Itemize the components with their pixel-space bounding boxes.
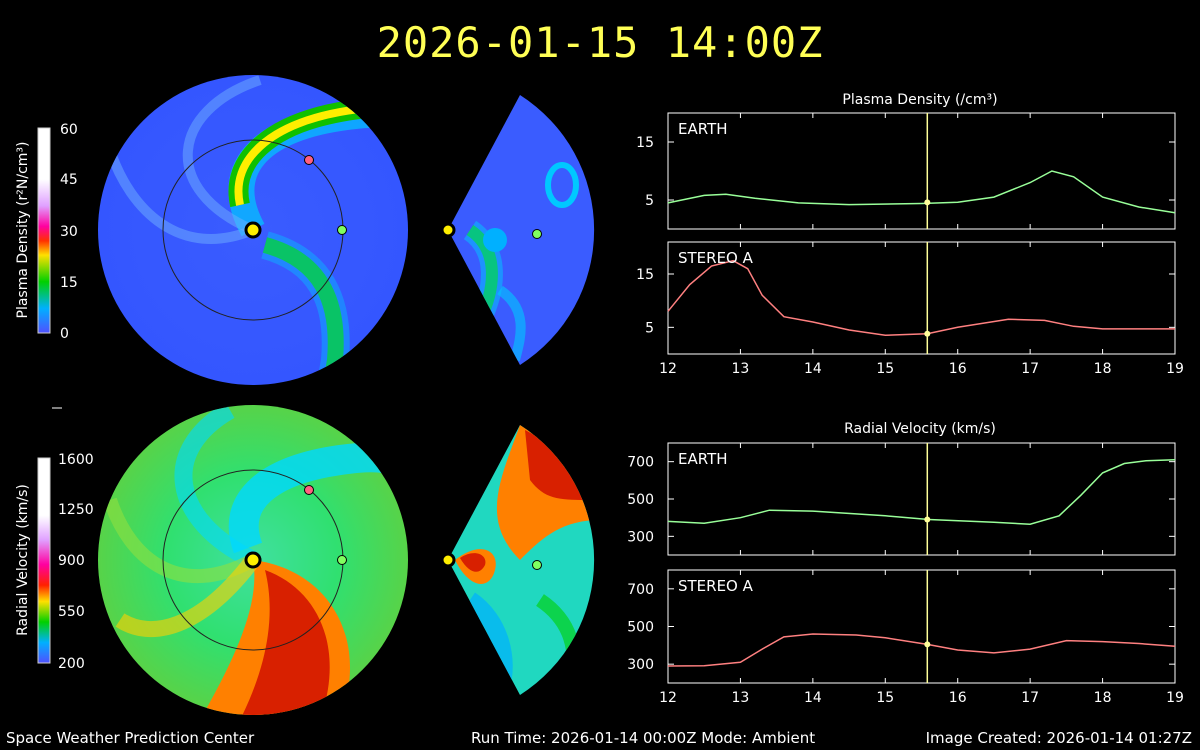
density-ecliptic-map [98, 75, 408, 385]
x-tick-label: 17 [1021, 361, 1039, 377]
footer-org: Space Weather Prediction Center [6, 729, 255, 747]
x-tick-label: 15 [876, 361, 894, 377]
velocity-colorbar: Radial Velocity (km/s) 1600 1250 900 550… [15, 452, 94, 672]
plot-frame [667, 112, 1176, 230]
current-value-point [924, 641, 931, 648]
panel-label: STEREO A [678, 577, 754, 595]
current-value-point [924, 330, 931, 337]
earth-marker [337, 555, 347, 565]
density-colorbar-tick: 0 [60, 326, 69, 342]
series-line [667, 259, 1175, 337]
page-title: 2026-01-15 14:00Z [376, 18, 824, 67]
plot-frame [667, 442, 1176, 556]
sun-icon [440, 222, 456, 238]
x-tick-label: 12 [659, 690, 677, 706]
x-tick-label: 19 [1166, 361, 1184, 377]
velocity-ecliptic-map [98, 405, 408, 715]
x-tick-label: 12 [659, 361, 677, 377]
density-colorbar-tick: 60 [60, 122, 78, 138]
x-tick-label: 14 [804, 361, 822, 377]
velocity-colorbar-tick: 200 [58, 656, 85, 672]
velocity-chart-title: Radial Velocity (km/s) [844, 421, 996, 437]
panel-label: EARTH [678, 450, 728, 468]
x-tick-label: 18 [1094, 690, 1112, 706]
x-tick-label: 14 [804, 690, 822, 706]
current-value-point [924, 516, 931, 523]
velocity-colorbar-tick: 1250 [58, 502, 94, 518]
density-earth-panel: 5 15 EARTH [636, 112, 1176, 230]
x-tick-label: 16 [949, 690, 967, 706]
series-line [667, 459, 1176, 525]
y-tick-label: 15 [636, 135, 654, 151]
density-colorbar-label: Plasma Density (r²N/cm³) [15, 142, 31, 319]
sun-icon [244, 551, 262, 569]
y-tick-label: 5 [645, 320, 654, 336]
y-tick-label: 500 [627, 492, 654, 508]
y-tick-label: 700 [627, 455, 654, 471]
y-tick-label: 300 [627, 529, 654, 545]
velocity-stereo-panel: 12 13 14 15 16 17 18 19 300 500 700 STEREO A [627, 569, 1184, 706]
x-tick-label: 16 [949, 361, 967, 377]
density-colorbar-tick: 45 [60, 172, 78, 188]
density-colorbar-tick: 15 [60, 275, 78, 291]
velocity-colorbar-tick: 900 [58, 553, 85, 569]
plot-frame [667, 241, 1176, 355]
stereo-a-marker [304, 155, 314, 165]
density-stereo-panel: 12 13 14 15 16 17 18 19 5 15 STEREO A [636, 241, 1184, 377]
earth-marker [532, 229, 542, 239]
x-tick-label: 19 [1166, 690, 1184, 706]
series-line [667, 170, 1176, 214]
density-colorbar-tick: 30 [60, 224, 78, 240]
current-value-point [924, 199, 931, 206]
density-meridional-map [440, 95, 595, 365]
panel-label: EARTH [678, 120, 728, 138]
velocity-colorbar-scale [37, 457, 51, 664]
x-tick-label: 13 [732, 361, 750, 377]
x-tick-label: 18 [1094, 361, 1112, 377]
y-tick-label: 700 [627, 582, 654, 598]
y-tick-label: 500 [627, 620, 654, 636]
stereo-a-marker [304, 485, 314, 495]
earth-marker [532, 560, 542, 570]
velocity-colorbar-tick: 1600 [58, 452, 94, 468]
sun-icon [244, 221, 262, 239]
velocity-colorbar-tick: 550 [58, 604, 85, 620]
density-chart-title: Plasma Density (/cm³) [842, 92, 997, 108]
panel-label: STEREO A [678, 249, 754, 267]
y-tick-label: 15 [636, 267, 654, 283]
footer-run-time: Run Time: 2026-01-14 00:00Z Mode: Ambien… [471, 729, 816, 747]
density-colorbar-scale [37, 127, 51, 334]
y-tick-label: 300 [627, 657, 654, 673]
velocity-meridional-map [440, 425, 595, 695]
sun-icon [440, 552, 456, 568]
x-tick-label: 13 [732, 690, 750, 706]
series-line [667, 633, 1176, 667]
earth-marker [337, 225, 347, 235]
velocity-colorbar-label: Radial Velocity (km/s) [15, 484, 31, 636]
velocity-earth-panel: 300 500 700 EARTH [627, 442, 1176, 556]
y-tick-label: 5 [645, 193, 654, 209]
density-colorbar: Plasma Density (r²N/cm³) 60 45 30 15 0 [15, 122, 78, 342]
footer-image-created: Image Created: 2026-01-14 01:27Z [925, 729, 1192, 747]
x-tick-label: 15 [876, 690, 894, 706]
x-tick-label: 17 [1021, 690, 1039, 706]
